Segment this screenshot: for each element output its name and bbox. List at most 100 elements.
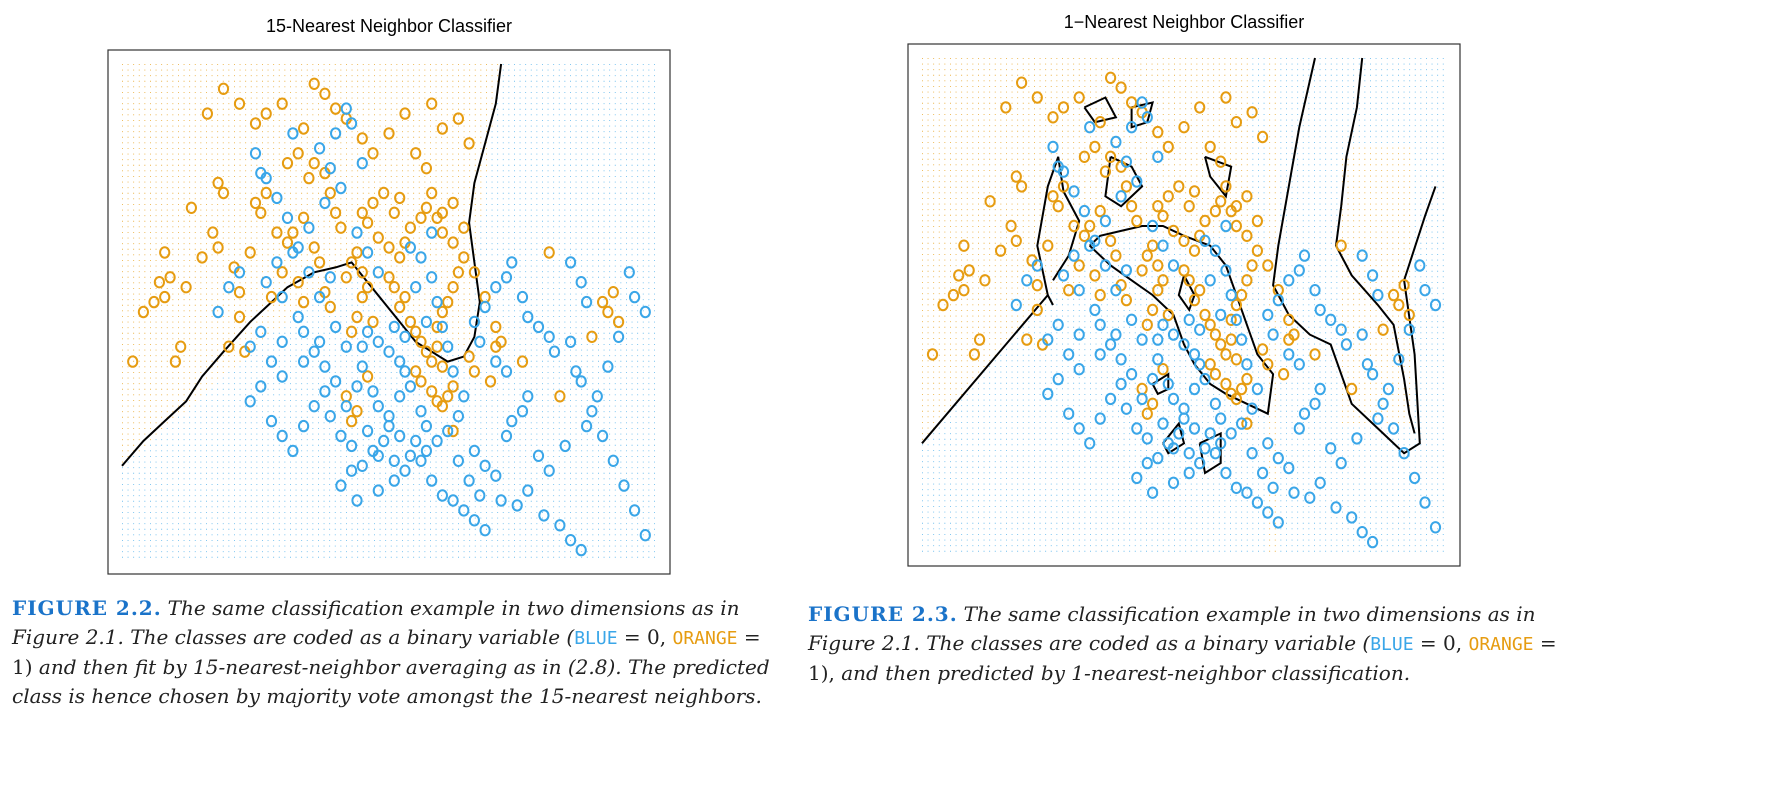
orange-point xyxy=(298,122,310,135)
orange-point xyxy=(399,290,411,304)
left-data-points xyxy=(127,77,651,557)
orange-point xyxy=(404,221,416,234)
orange-point xyxy=(169,355,181,368)
orange-point xyxy=(1073,91,1085,104)
orange-point xyxy=(1199,308,1211,322)
orange-point xyxy=(1209,204,1221,218)
orange-point xyxy=(1257,343,1269,356)
blue-point xyxy=(362,325,374,338)
blue-point xyxy=(276,429,288,443)
left-caption-blue-word: BLUE xyxy=(574,628,618,649)
blue-point xyxy=(410,281,422,294)
blue-point xyxy=(1052,318,1064,331)
orange-point xyxy=(458,221,470,234)
orange-point xyxy=(436,122,448,135)
blue-point xyxy=(1403,323,1415,336)
orange-point xyxy=(159,290,171,304)
orange-point xyxy=(1173,180,1185,193)
blue-point xyxy=(575,375,587,388)
blue-point xyxy=(1298,249,1311,262)
orange-point xyxy=(1188,185,1201,198)
blue-point xyxy=(1393,353,1405,366)
orange-point xyxy=(1078,150,1090,164)
blue-point xyxy=(511,499,523,512)
blue-point xyxy=(1136,96,1148,109)
left-blue-region-dots xyxy=(122,64,655,558)
blue-point xyxy=(1131,175,1143,188)
blue-point xyxy=(490,281,502,294)
orange-point xyxy=(185,201,197,215)
blue-point xyxy=(356,157,368,170)
orange-point xyxy=(1063,284,1075,297)
blue-point xyxy=(1335,323,1347,336)
blue-point xyxy=(543,464,555,477)
blue-point xyxy=(1283,461,1295,475)
blue-point xyxy=(1419,496,1431,509)
orange-point xyxy=(388,206,400,220)
orange-point xyxy=(426,385,438,398)
blue-point xyxy=(1167,259,1180,272)
blue-point xyxy=(1105,338,1117,351)
orange-point xyxy=(1031,303,1043,317)
blue-point xyxy=(1288,486,1300,499)
orange-point xyxy=(1178,264,1190,277)
blue-point xyxy=(335,429,347,443)
blue-point xyxy=(1262,437,1274,450)
orange-point xyxy=(292,147,304,160)
blue-point xyxy=(372,335,384,348)
right-decision-boundary-3 xyxy=(1036,156,1081,296)
blue-point xyxy=(1073,363,1085,376)
right-caption-orange-word: ORANGE xyxy=(1468,634,1534,655)
blue-point xyxy=(298,325,310,338)
orange-point xyxy=(447,380,459,393)
blue-point xyxy=(1052,372,1064,386)
blue-point xyxy=(1314,303,1326,317)
blue-point xyxy=(233,266,246,279)
blue-point xyxy=(581,295,593,309)
blue-point xyxy=(372,266,384,279)
blue-point xyxy=(303,221,315,234)
blue-point xyxy=(351,226,363,239)
blue-point xyxy=(1094,318,1106,331)
blue-point xyxy=(586,405,598,418)
orange-point xyxy=(1157,209,1169,223)
blue-point xyxy=(1120,155,1132,168)
orange-point xyxy=(1230,219,1242,233)
orange-point xyxy=(1141,318,1153,331)
blue-point xyxy=(1194,456,1206,470)
blue-point xyxy=(415,405,427,418)
orange-point xyxy=(394,191,406,205)
blue-point xyxy=(330,127,342,140)
blue-point xyxy=(244,395,256,408)
blue-point xyxy=(276,290,288,304)
orange-point xyxy=(1141,249,1153,262)
blue-point xyxy=(1204,274,1216,287)
blue-point xyxy=(474,335,486,348)
blue-point xyxy=(1152,150,1164,164)
blue-point xyxy=(543,330,555,343)
orange-point xyxy=(452,266,464,279)
orange-point xyxy=(217,186,230,200)
blue-point xyxy=(1167,392,1180,406)
orange-point xyxy=(1031,279,1043,292)
left-caption-eq-b: = 1) xyxy=(12,625,761,679)
orange-point xyxy=(1204,318,1216,331)
blue-point xyxy=(1325,442,1337,455)
orange-point xyxy=(1262,259,1274,272)
orange-point xyxy=(1010,234,1022,248)
orange-point xyxy=(292,276,304,289)
blue-point xyxy=(565,335,577,348)
blue-point xyxy=(1382,382,1394,396)
orange-point xyxy=(276,97,288,110)
blue-point xyxy=(399,365,411,378)
blue-point xyxy=(1126,368,1138,381)
orange-point xyxy=(1105,71,1117,85)
blue-point xyxy=(1419,284,1431,297)
blue-point xyxy=(1131,471,1143,485)
blue-point xyxy=(1283,274,1295,287)
orange-point xyxy=(436,226,448,239)
orange-point xyxy=(351,405,363,418)
orange-point xyxy=(346,256,358,269)
blue-point xyxy=(1388,422,1400,435)
orange-point xyxy=(968,348,981,361)
